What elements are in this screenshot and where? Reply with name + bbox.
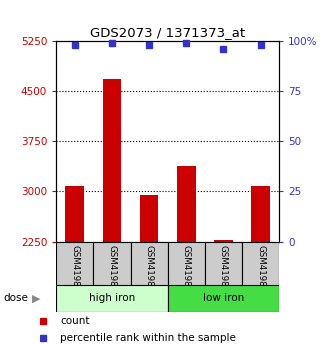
Title: GDS2073 / 1371373_at: GDS2073 / 1371373_at: [90, 26, 245, 39]
Bar: [140, 195, 159, 242]
Text: GSM41986: GSM41986: [182, 245, 191, 292]
Text: GSM41987: GSM41987: [219, 245, 228, 292]
Text: dose: dose: [3, 294, 28, 303]
Text: GSM41988: GSM41988: [256, 245, 265, 292]
Bar: [242, 241, 279, 285]
Bar: [56, 285, 168, 312]
Text: high iron: high iron: [89, 294, 135, 303]
Bar: [65, 186, 84, 242]
Text: percentile rank within the sample: percentile rank within the sample: [60, 333, 236, 343]
Bar: [251, 186, 270, 242]
Text: count: count: [60, 316, 90, 326]
Bar: [131, 241, 168, 285]
Bar: [168, 285, 279, 312]
Bar: [93, 241, 131, 285]
Text: low iron: low iron: [203, 294, 244, 303]
Bar: [168, 241, 205, 285]
Bar: [214, 240, 233, 241]
Text: GSM41983: GSM41983: [70, 245, 79, 292]
Text: ▶: ▶: [32, 294, 40, 303]
Bar: [56, 241, 93, 285]
Bar: [205, 241, 242, 285]
Text: GSM41985: GSM41985: [145, 245, 154, 292]
Bar: [177, 166, 195, 242]
Text: GSM41984: GSM41984: [108, 245, 117, 292]
Bar: [103, 79, 121, 242]
